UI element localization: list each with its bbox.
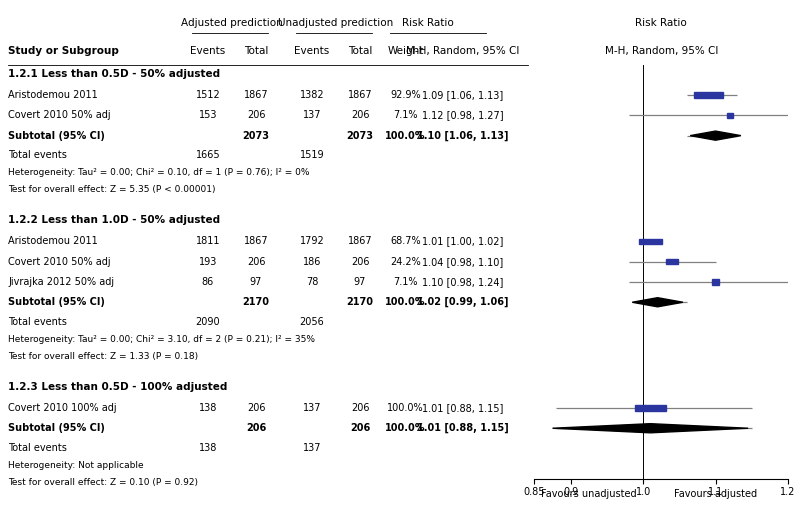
Bar	[666, 259, 678, 265]
Text: 100.0%: 100.0%	[386, 131, 426, 141]
Text: 2170: 2170	[242, 297, 270, 307]
Text: 1.2.1 Less than 0.5D - 50% adjusted: 1.2.1 Less than 0.5D - 50% adjusted	[8, 69, 220, 79]
Text: 1.10 [0.98, 1.24]: 1.10 [0.98, 1.24]	[422, 277, 503, 287]
Text: 86: 86	[202, 277, 214, 287]
Text: 206: 206	[246, 257, 266, 267]
Text: 68.7%: 68.7%	[390, 236, 421, 246]
Text: Weight: Weight	[387, 46, 424, 56]
Text: Events: Events	[190, 46, 226, 56]
Bar	[635, 405, 666, 411]
Text: 24.2%: 24.2%	[390, 257, 421, 267]
Text: 2090: 2090	[196, 316, 220, 327]
Text: 138: 138	[199, 403, 217, 413]
Text: 1.10 [1.06, 1.13]: 1.10 [1.06, 1.13]	[417, 131, 508, 141]
Text: 138: 138	[199, 442, 217, 453]
Polygon shape	[632, 298, 683, 307]
Text: 206: 206	[246, 110, 266, 120]
Text: 206: 206	[350, 257, 370, 267]
Polygon shape	[553, 424, 748, 433]
Text: Aristodemou 2011: Aristodemou 2011	[8, 90, 98, 100]
Text: M-H, Random, 95% CI: M-H, Random, 95% CI	[605, 46, 718, 56]
Text: 100.0%: 100.0%	[387, 403, 424, 413]
Text: Total: Total	[244, 46, 268, 56]
Text: Test for overall effect: Z = 1.33 (P = 0.18): Test for overall effect: Z = 1.33 (P = 0…	[8, 352, 198, 361]
Text: 1867: 1867	[244, 90, 268, 100]
Text: Covert 2010 50% adj: Covert 2010 50% adj	[8, 110, 110, 120]
Bar	[726, 113, 734, 118]
Text: Subtotal (95% CI): Subtotal (95% CI)	[8, 423, 105, 433]
Text: 1.01 [0.88, 1.15]: 1.01 [0.88, 1.15]	[417, 423, 508, 433]
Text: 206: 206	[350, 403, 370, 413]
Text: 97: 97	[354, 277, 366, 287]
Text: Favours unadjusted: Favours unadjusted	[541, 489, 637, 499]
Text: Total events: Total events	[8, 316, 67, 327]
Text: Events: Events	[294, 46, 330, 56]
Text: 186: 186	[303, 257, 321, 267]
Text: Total events: Total events	[8, 442, 67, 453]
Bar	[694, 92, 722, 98]
Text: 1.12 [0.98, 1.27]: 1.12 [0.98, 1.27]	[422, 110, 503, 120]
Text: Heterogeneity: Tau² = 0.00; Chi² = 3.10, df = 2 (P = 0.21); I² = 35%: Heterogeneity: Tau² = 0.00; Chi² = 3.10,…	[8, 335, 315, 344]
Text: 1.02 [0.99, 1.06]: 1.02 [0.99, 1.06]	[417, 297, 508, 307]
Text: 206: 206	[350, 110, 370, 120]
Text: 100.0%: 100.0%	[386, 297, 426, 307]
Text: 137: 137	[302, 442, 322, 453]
Text: Risk Ratio: Risk Ratio	[635, 18, 687, 28]
Text: 1382: 1382	[300, 90, 324, 100]
Text: 1867: 1867	[348, 90, 372, 100]
Text: Covert 2010 50% adj: Covert 2010 50% adj	[8, 257, 110, 267]
Text: 1512: 1512	[196, 90, 220, 100]
Text: 206: 206	[246, 403, 266, 413]
Text: Heterogeneity: Not applicable: Heterogeneity: Not applicable	[8, 461, 144, 470]
Text: Total: Total	[348, 46, 372, 56]
Text: 1.2.2 Less than 1.0D - 50% adjusted: 1.2.2 Less than 1.0D - 50% adjusted	[8, 215, 220, 226]
Text: 1519: 1519	[300, 150, 324, 160]
Text: Risk Ratio: Risk Ratio	[402, 18, 454, 28]
Text: 97: 97	[250, 277, 262, 287]
Text: Subtotal (95% CI): Subtotal (95% CI)	[8, 131, 105, 141]
Bar	[639, 239, 662, 244]
Text: 1867: 1867	[348, 236, 372, 246]
Text: 1867: 1867	[244, 236, 268, 246]
Text: 1.2.3 Less than 0.5D - 100% adjusted: 1.2.3 Less than 0.5D - 100% adjusted	[8, 382, 227, 392]
Text: Test for overall effect: Z = 5.35 (P < 0.00001): Test for overall effect: Z = 5.35 (P < 0…	[8, 185, 215, 195]
Text: 78: 78	[306, 277, 318, 287]
Bar	[712, 279, 719, 285]
Text: Heterogeneity: Tau² = 0.00; Chi² = 0.10, df = 1 (P = 0.76); I² = 0%: Heterogeneity: Tau² = 0.00; Chi² = 0.10,…	[8, 168, 310, 177]
Text: 1811: 1811	[196, 236, 220, 246]
Text: 137: 137	[302, 403, 322, 413]
Text: 1665: 1665	[196, 150, 220, 160]
Text: 2170: 2170	[346, 297, 374, 307]
Text: Subtotal (95% CI): Subtotal (95% CI)	[8, 297, 105, 307]
Polygon shape	[690, 131, 741, 140]
Text: 206: 206	[246, 423, 266, 433]
Text: 137: 137	[302, 110, 322, 120]
Text: 193: 193	[199, 257, 217, 267]
Text: 153: 153	[198, 110, 218, 120]
Text: 1792: 1792	[300, 236, 324, 246]
Text: 7.1%: 7.1%	[394, 110, 418, 120]
Text: Unadjusted prediction: Unadjusted prediction	[278, 18, 394, 28]
Text: Total events: Total events	[8, 150, 67, 160]
Text: 1.01 [1.00, 1.02]: 1.01 [1.00, 1.02]	[422, 236, 503, 246]
Text: Study or Subgroup: Study or Subgroup	[8, 46, 119, 56]
Text: 100.0%: 100.0%	[386, 423, 426, 433]
Text: Jivrajka 2012 50% adj: Jivrajka 2012 50% adj	[8, 277, 114, 287]
Text: 92.9%: 92.9%	[390, 90, 421, 100]
Text: 2073: 2073	[242, 131, 270, 141]
Text: 1.09 [1.06, 1.13]: 1.09 [1.06, 1.13]	[422, 90, 503, 100]
Text: 1.01 [0.88, 1.15]: 1.01 [0.88, 1.15]	[422, 403, 503, 413]
Text: 206: 206	[350, 423, 370, 433]
Text: 7.1%: 7.1%	[394, 277, 418, 287]
Text: Favours adjusted: Favours adjusted	[674, 489, 757, 499]
Text: Covert 2010 100% adj: Covert 2010 100% adj	[8, 403, 117, 413]
Text: Test for overall effect: Z = 0.10 (P = 0.92): Test for overall effect: Z = 0.10 (P = 0…	[8, 478, 198, 487]
Text: 2056: 2056	[300, 316, 324, 327]
Text: Aristodemou 2011: Aristodemou 2011	[8, 236, 98, 246]
Text: M-H, Random, 95% CI: M-H, Random, 95% CI	[406, 46, 519, 56]
Text: Adjusted prediction: Adjusted prediction	[181, 18, 283, 28]
Text: 1.04 [0.98, 1.10]: 1.04 [0.98, 1.10]	[422, 257, 503, 267]
Text: 2073: 2073	[346, 131, 374, 141]
